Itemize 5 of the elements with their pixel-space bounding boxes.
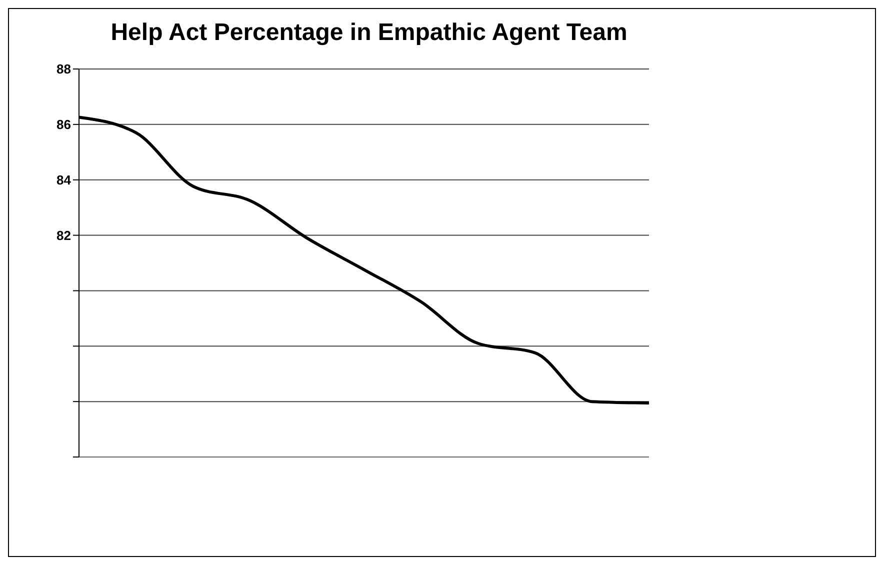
y-tick-label: 84 xyxy=(56,172,72,188)
y-tick-label: 88 xyxy=(56,62,71,77)
chart-title: Help Act Percentage in Empathic Agent Team xyxy=(110,19,628,47)
y-tick-label: 86 xyxy=(56,117,71,132)
y-tick-label: 82 xyxy=(56,228,71,243)
